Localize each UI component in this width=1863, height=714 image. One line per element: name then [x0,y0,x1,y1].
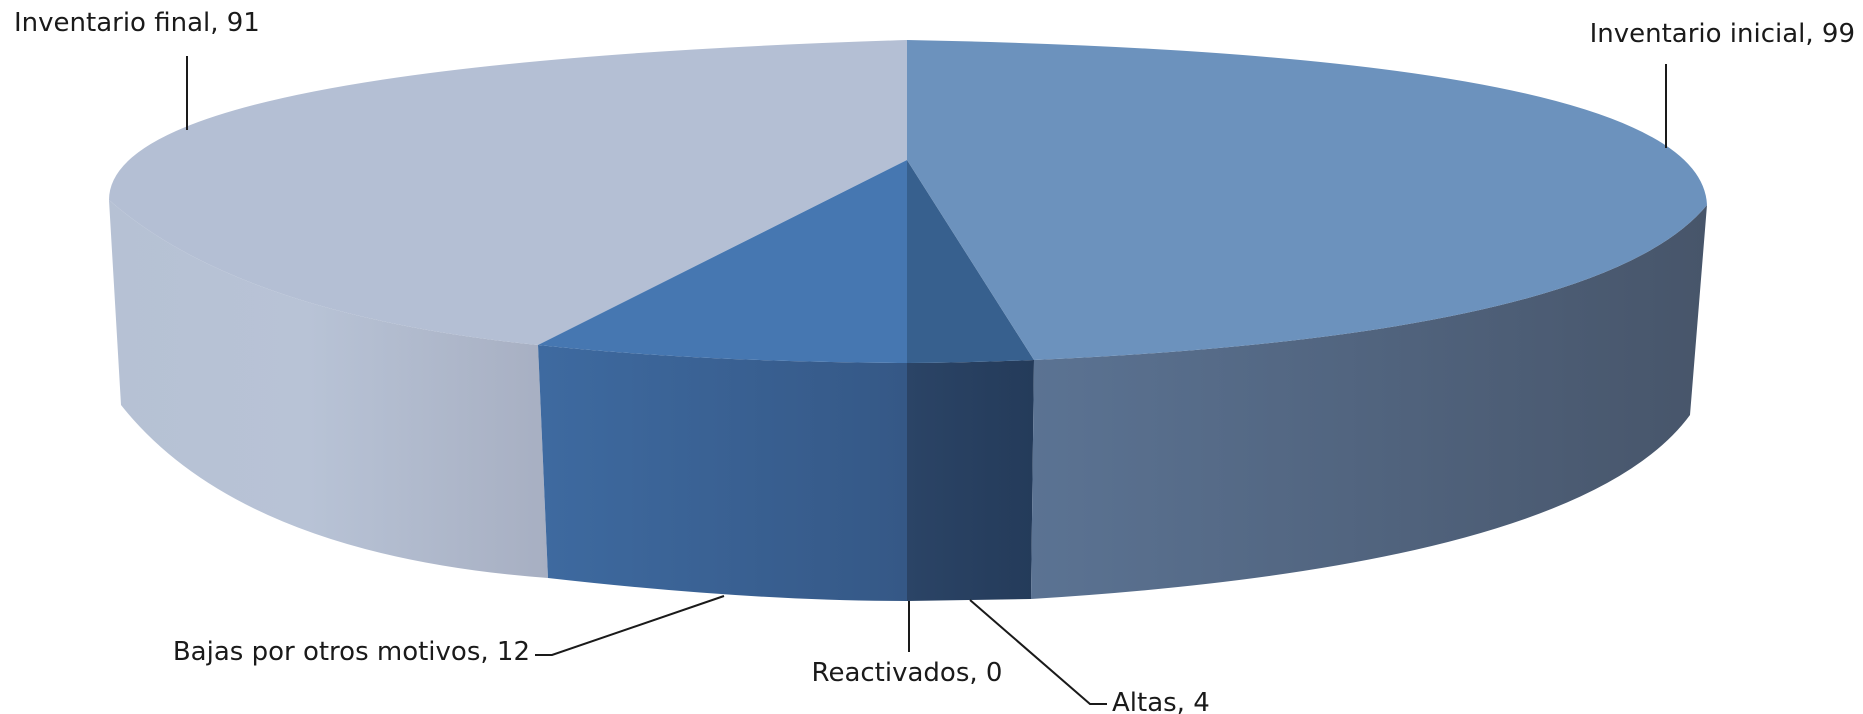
pie-side-inventario-final [109,200,548,578]
data-label-bajas-por-otros-motivos: Bajas por otros motivos, 12 [173,637,530,667]
pie-slice-altas [907,160,1034,363]
pie-side-bajas-por-otros-motivos [538,345,907,601]
data-label-reactivados: Reactivados, 0 [812,658,1003,688]
data-label-inventario-final: Inventario final, 91 [14,8,260,38]
pie-slice-inventario-inicial [907,40,1707,360]
leader-line-bajas-por-otros-motivos [535,595,725,656]
pie-slice-bajas-por-otros-motivos [538,160,907,363]
pie-slice-inventario-final [109,40,907,345]
data-label-inventario-inicial: Inventario inicial, 99 [1590,19,1855,49]
data-label-altas: Altas, 4 [1112,688,1210,714]
leader-line-altas [969,599,1107,705]
pie-side-inventario-inicial [1031,205,1707,599]
pie-side-altas [907,360,1034,601]
